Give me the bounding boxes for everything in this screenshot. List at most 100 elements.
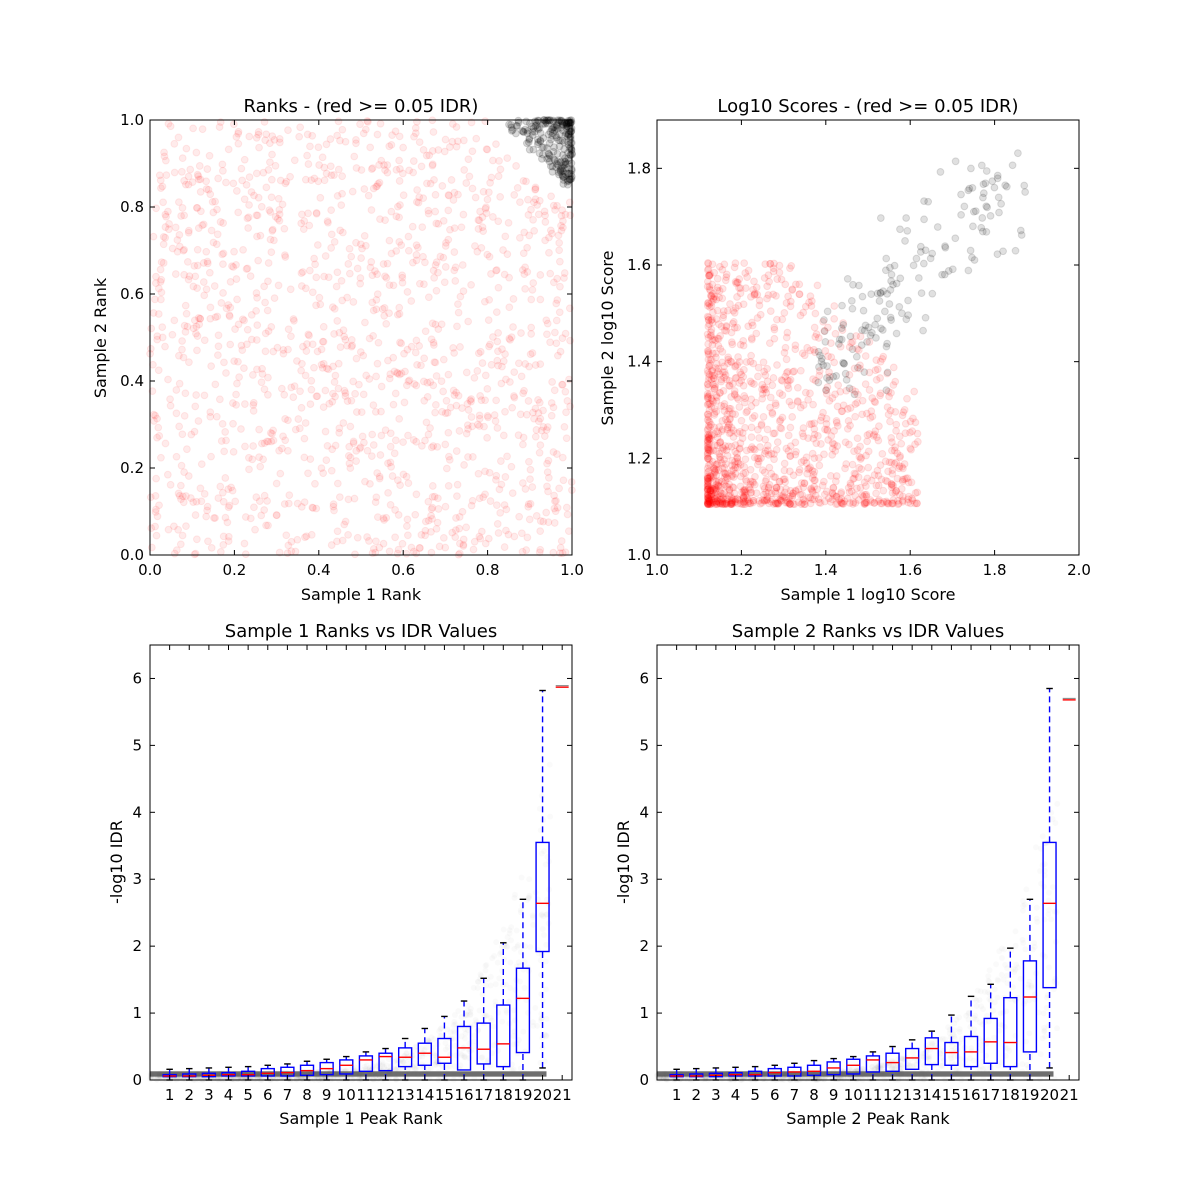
cloud-point (1050, 816, 1056, 822)
red-point (398, 539, 407, 548)
black-point (933, 223, 942, 231)
red-point (505, 303, 514, 312)
red-point (499, 431, 508, 440)
red-point (192, 535, 201, 544)
red-point (553, 201, 561, 210)
red-point (271, 161, 280, 170)
black-point (880, 307, 889, 316)
red-point (206, 303, 215, 312)
red-point (290, 156, 299, 165)
red-point (261, 298, 269, 307)
red-point (550, 504, 559, 513)
red-point (208, 197, 217, 206)
red-point (430, 492, 439, 501)
red-point (871, 398, 880, 407)
x-tick-label: 0.8 (476, 561, 500, 579)
red-point (151, 295, 159, 304)
red-point (530, 226, 539, 235)
red-point (387, 141, 396, 149)
red-point (248, 455, 257, 464)
red-point (345, 244, 354, 253)
red-point (284, 416, 292, 425)
red-point (795, 290, 804, 299)
red-point (773, 361, 781, 369)
red-point (252, 169, 261, 178)
red-point (444, 452, 453, 461)
red-point (260, 491, 269, 500)
black-point (1021, 188, 1030, 196)
red-point (158, 323, 167, 331)
red-point (756, 310, 765, 319)
red-point (526, 475, 534, 484)
red-point (544, 487, 552, 496)
red-point (540, 207, 549, 216)
red-point (243, 214, 252, 223)
red-point (147, 324, 156, 333)
red-point (911, 499, 919, 508)
red-point (335, 493, 344, 502)
red-point (336, 343, 345, 351)
red-point (191, 511, 200, 519)
red-point (519, 249, 528, 258)
red-point (477, 396, 486, 405)
red-point (434, 505, 443, 513)
red-point (215, 395, 224, 404)
red-point (551, 328, 559, 337)
red-point (725, 414, 734, 423)
red-point (385, 374, 394, 383)
red-point (330, 330, 339, 338)
red-point (509, 392, 518, 400)
x-tick-label: 12 (376, 1086, 395, 1104)
red-point (403, 345, 412, 354)
black-point (965, 184, 974, 193)
red-point (380, 304, 389, 312)
red-point (157, 184, 165, 192)
red-point (483, 411, 492, 420)
red-point (432, 219, 441, 228)
red-point (174, 525, 183, 534)
red-point (264, 437, 273, 446)
red-point (706, 291, 715, 300)
red-point (375, 474, 384, 483)
red-point (432, 372, 441, 380)
red-point (257, 439, 266, 448)
red-point (156, 277, 165, 286)
black-point (978, 227, 987, 236)
red-point (531, 185, 540, 193)
red-point (528, 483, 537, 491)
red-point (450, 188, 459, 197)
red-point (344, 260, 353, 268)
red-point (483, 384, 492, 393)
red-point (367, 165, 376, 173)
red-point (413, 186, 422, 194)
red-point (536, 517, 545, 525)
red-point (420, 354, 429, 363)
cloud-point (987, 991, 993, 997)
black-point (902, 214, 911, 222)
red-point (264, 259, 273, 267)
black-point (882, 386, 891, 395)
red-point (527, 330, 536, 338)
black-point (951, 157, 960, 166)
red-point (162, 171, 171, 180)
red-point (355, 380, 363, 389)
red-point (317, 464, 326, 472)
red-point (864, 447, 873, 456)
red-point (260, 439, 269, 448)
red-point (483, 250, 492, 259)
black-point (897, 309, 906, 318)
cloud-point (496, 975, 502, 981)
red-point (557, 226, 566, 235)
red-point (465, 172, 474, 181)
red-point (476, 534, 485, 543)
red-point (856, 442, 865, 451)
red-point (363, 533, 371, 541)
red-point (224, 145, 233, 154)
red-point (528, 285, 537, 294)
red-point (441, 409, 450, 418)
red-point (749, 285, 757, 294)
red-point (261, 347, 270, 356)
red-point (793, 383, 802, 392)
cloud-point (541, 932, 547, 938)
black-point (1011, 246, 1020, 255)
